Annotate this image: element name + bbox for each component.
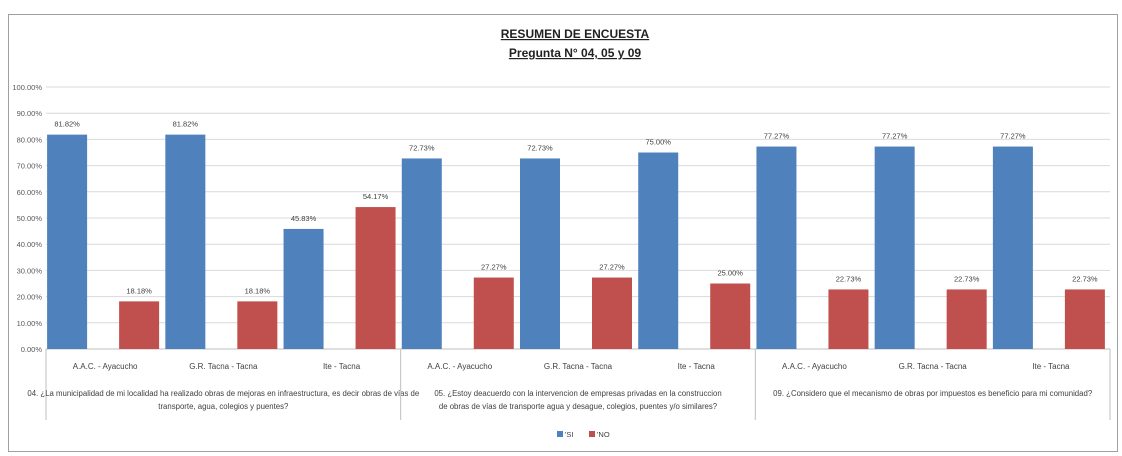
x-group-label: 04. ¿La municipalidad de mi localidad ha… (27, 389, 419, 398)
data-label-si: 77.27% (764, 132, 790, 141)
legend-swatch-no (589, 431, 595, 437)
bar-si (756, 146, 797, 349)
chart-title: RESUMEN DE ENCUESTA (501, 27, 650, 41)
y-axis: 0.00% 10.00% 20.00% 30.00% 40.00% 50.00% 60.00… (12, 83, 42, 354)
x-category-label: Ite - Tacna (1032, 362, 1070, 371)
y-tick-label: 60.00% (17, 188, 43, 197)
y-tick-label: 90.00% (17, 109, 43, 118)
x-axis: A.A.C. - Ayacucho G.R. Tacna - Tacna Ite -… (27, 349, 1111, 420)
data-label-si: 81.82% (54, 120, 80, 129)
bar-no (592, 277, 632, 349)
data-label-no: 22.73% (1072, 274, 1098, 283)
data-label-no: 27.27% (481, 263, 507, 272)
y-tick-label: 20.00% (17, 293, 43, 302)
bar-no (237, 301, 278, 349)
bar-no (1064, 289, 1105, 349)
gridlines (46, 86, 1110, 350)
y-tick-label: 40.00% (17, 240, 43, 249)
x-group-label: de obras de vías de transporte agua y de… (439, 402, 718, 411)
bar-si (874, 146, 915, 349)
data-label-si: 81.82% (173, 120, 199, 129)
legend: 'SI 'NO (557, 430, 610, 439)
x-category-label: G.R. Tacna - Tacna (899, 362, 968, 371)
bar-no (946, 289, 987, 349)
chart-subtitle: Pregunta N° 04, 05 y 09 (509, 46, 642, 60)
data-label-no: 25.00% (718, 269, 744, 278)
bar-si (401, 158, 442, 349)
data-label-si: 45.83% (291, 214, 317, 223)
x-category-label: Ite - Tacna (678, 362, 716, 371)
data-label-no: 18.18% (126, 286, 152, 295)
x-group-label: 09. ¿Considero que el mecanismo de obras… (773, 389, 1093, 398)
bar-si (992, 146, 1033, 349)
x-category-label: G.R. Tacna - Tacna (189, 362, 258, 371)
y-tick-label: 30.00% (17, 266, 43, 275)
data-label-no: 27.27% (599, 263, 625, 272)
y-tick-label: 10.00% (17, 319, 43, 328)
y-tick-label: 0.00% (21, 345, 43, 354)
legend-label-no: 'NO (597, 430, 610, 439)
legend-swatch-si (557, 431, 563, 437)
data-label-no: 18.18% (245, 286, 271, 295)
x-category-label: A.A.C. - Ayacucho (782, 362, 847, 371)
bar-no (710, 283, 751, 349)
bar-si (165, 134, 206, 349)
y-tick-label: 100.00% (12, 83, 42, 92)
y-tick-label: 50.00% (17, 214, 43, 223)
data-label-si: 77.27% (882, 132, 908, 141)
bar-si (47, 134, 88, 349)
data-label-si: 75.00% (646, 138, 672, 147)
y-tick-label: 80.00% (17, 135, 43, 144)
data-label-no: 22.73% (836, 274, 862, 283)
x-category-label: G.R. Tacna - Tacna (544, 362, 613, 371)
bar-no (119, 301, 160, 349)
bar-no (828, 289, 869, 349)
bar-si (638, 152, 679, 349)
x-group-label: 05. ¿Estoy deacuerdo con la intervencion… (434, 389, 721, 398)
bar-si (520, 158, 560, 349)
x-category-label: A.A.C. - Ayacucho (427, 362, 492, 371)
data-label-si: 72.73% (409, 143, 435, 152)
x-category-label: A.A.C. - Ayacucho (73, 362, 138, 371)
data-label-si: 77.27% (1000, 132, 1026, 141)
x-category-label: Ite - Tacna (323, 362, 361, 371)
bar-si (283, 228, 324, 349)
x-group-label: transporte, agua, colegios y puentes? (158, 402, 289, 411)
bar-no (473, 277, 514, 349)
bars-layer: 81.82% 18.18% 81.82% 18.18% 45.83% 54.17% 72.7… (47, 120, 1105, 349)
legend-label-si: 'SI (565, 430, 574, 439)
data-label-no: 22.73% (954, 274, 980, 283)
y-tick-label: 70.00% (17, 162, 43, 171)
data-label-si: 72.73% (527, 143, 553, 152)
bar-no (355, 207, 396, 349)
data-label-no: 54.17% (363, 192, 389, 201)
